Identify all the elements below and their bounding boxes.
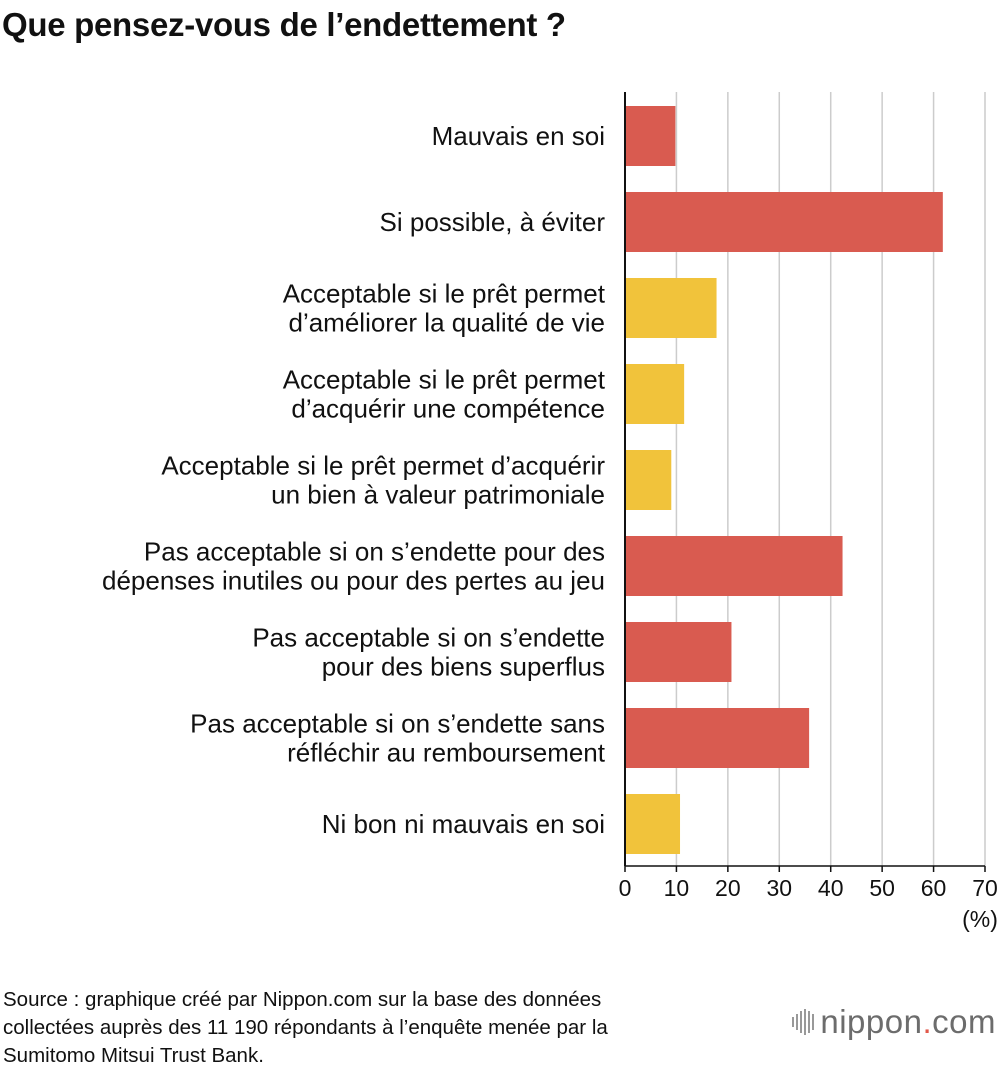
x-axis-unit-label: (%) — [962, 906, 998, 932]
source-line-1: Source : graphique créé par Nippon.com s… — [3, 988, 602, 1011]
category-labels: Mauvais en soi Si possible, à éviter Accep… — [102, 121, 606, 839]
logo-suffix: com — [932, 1003, 996, 1040]
source-line-3: Sumitomo Mitsui Trust Bank. — [3, 1044, 264, 1067]
category-label-4-line-1: Acceptable si le prêt permet — [283, 365, 606, 395]
category-label-2-line-1: Si possible, à éviter — [380, 207, 606, 237]
x-axis: 0 10 20 30 40 50 60 70 (%) — [619, 92, 998, 932]
bar-4 — [625, 364, 685, 424]
bar-9 — [625, 794, 681, 854]
category-label-7-line-1: Pas acceptable si on s’endette — [252, 623, 605, 653]
bar-3 — [625, 278, 717, 338]
category-label-6-line-2: dépenses inutiles ou pour des pertes au … — [102, 566, 605, 596]
chart-title: Que pensez-vous de l’endettement ? — [2, 6, 566, 43]
x-tick-label-40: 40 — [818, 875, 844, 901]
category-label-5-line-1: Acceptable si le prêt permet d’acquérir — [161, 451, 605, 481]
x-tick-label-70: 70 — [972, 875, 998, 901]
x-tick-label-30: 30 — [766, 875, 792, 901]
x-tick-label-60: 60 — [921, 875, 947, 901]
x-tick-label-20: 20 — [715, 875, 741, 901]
logo-bars-icon — [792, 1009, 815, 1035]
nippon-logo: nippon.com — [792, 1003, 996, 1041]
logo-dot: . — [922, 1003, 933, 1040]
category-label-8-line-2: réfléchir au remboursement — [287, 738, 606, 768]
bar-7 — [625, 622, 732, 682]
category-label-6-line-1: Pas acceptable si on s’endette pour des — [144, 537, 605, 567]
bar-chart: Mauvais en soi Si possible, à éviter Accep… — [102, 92, 998, 932]
x-tick-label-10: 10 — [664, 875, 690, 901]
source-line-2: collectées auprès des 11 190 répondants … — [3, 1016, 608, 1039]
bar-6 — [625, 536, 843, 596]
category-label-4-line-2: d’acquérir une compétence — [291, 394, 605, 424]
category-label-1-line-1: Mauvais en soi — [432, 121, 605, 151]
category-label-8-line-1: Pas acceptable si on s’endette sans — [190, 709, 605, 739]
category-label-7-line-2: pour des biens superflus — [322, 652, 605, 682]
logo-name: nippon — [820, 1003, 923, 1040]
category-label-9-line-1: Ni bon ni mauvais en soi — [322, 809, 605, 839]
bar-8 — [625, 708, 810, 768]
bars — [625, 106, 943, 854]
category-label-3-line-1: Acceptable si le prêt permet — [283, 279, 606, 309]
x-tick-label-0: 0 — [619, 875, 632, 901]
category-label-3-line-2: d’améliorer la qualité de vie — [288, 308, 605, 338]
bar-1 — [625, 106, 676, 166]
bar-5 — [625, 450, 672, 510]
category-label-5-line-2: un bien à valeur patrimoniale — [271, 480, 605, 510]
source-note: Source : graphique créé par Nippon.com s… — [3, 986, 763, 1070]
bar-2 — [625, 192, 943, 252]
x-tick-label-50: 50 — [869, 875, 895, 901]
